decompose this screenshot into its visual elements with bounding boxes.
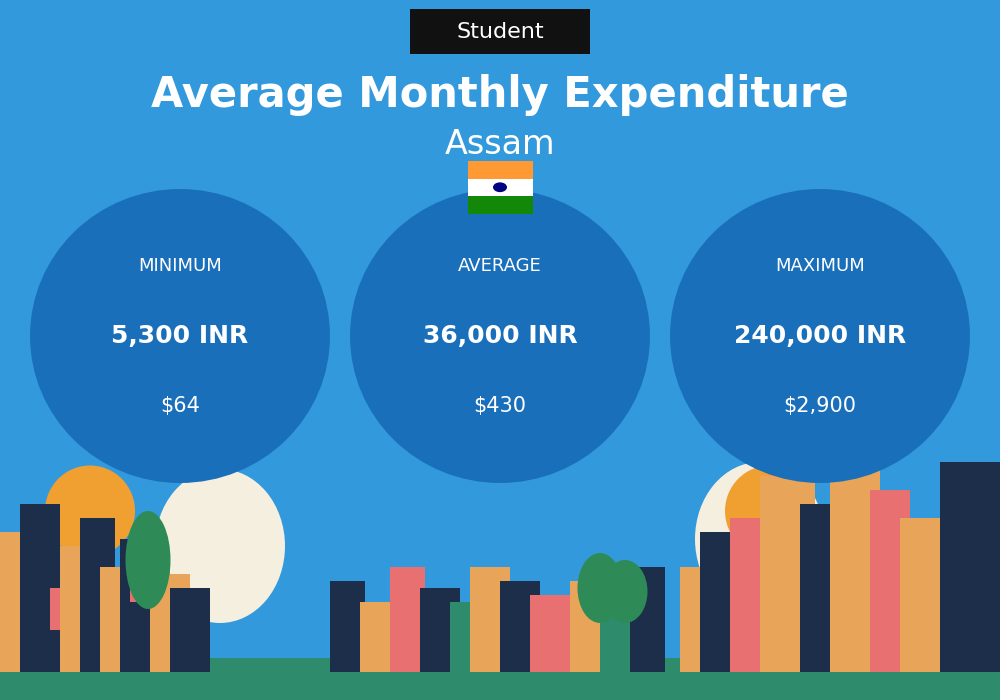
Bar	[390, 567, 425, 672]
Bar	[600, 595, 640, 672]
Bar	[330, 581, 365, 672]
Text: $64: $64	[160, 396, 200, 416]
Text: 240,000 INR: 240,000 INR	[734, 324, 906, 348]
Bar	[630, 567, 665, 672]
Bar	[530, 595, 570, 672]
Bar	[100, 567, 140, 672]
Bar	[900, 518, 955, 672]
Bar	[360, 602, 400, 672]
Ellipse shape	[578, 553, 622, 623]
Text: Assam: Assam	[445, 128, 555, 162]
Text: Average Monthly Expenditure: Average Monthly Expenditure	[151, 74, 849, 116]
Ellipse shape	[126, 511, 170, 609]
Bar	[20, 504, 60, 672]
Bar	[0, 532, 40, 672]
Bar	[60, 546, 100, 672]
Bar	[700, 532, 740, 672]
Text: $430: $430	[474, 396, 526, 416]
Text: 5,300 INR: 5,300 INR	[111, 324, 249, 348]
Text: MAXIMUM: MAXIMUM	[775, 257, 865, 275]
Ellipse shape	[350, 189, 650, 483]
Text: $2,900: $2,900	[784, 396, 856, 416]
Bar	[760, 476, 815, 672]
Bar	[170, 588, 210, 672]
Bar	[0, 658, 1000, 700]
FancyBboxPatch shape	[410, 8, 590, 55]
Bar	[800, 504, 840, 672]
Text: AVERAGE: AVERAGE	[458, 257, 542, 275]
Bar	[120, 539, 155, 672]
Text: MINIMUM: MINIMUM	[138, 257, 222, 275]
Bar	[468, 178, 532, 196]
Text: Student: Student	[456, 22, 544, 41]
Bar	[730, 518, 775, 672]
Ellipse shape	[695, 462, 825, 616]
Ellipse shape	[30, 189, 330, 483]
Bar	[130, 553, 170, 602]
Ellipse shape	[670, 189, 970, 483]
Bar	[870, 490, 910, 672]
Bar	[470, 567, 510, 672]
Text: 36,000 INR: 36,000 INR	[423, 324, 577, 348]
Bar	[450, 602, 485, 672]
Bar	[150, 574, 190, 672]
Bar	[468, 196, 532, 214]
Bar	[468, 161, 532, 178]
Ellipse shape	[45, 466, 135, 556]
Circle shape	[493, 183, 507, 193]
Bar	[570, 581, 605, 672]
Bar	[80, 518, 115, 672]
Bar	[940, 462, 1000, 672]
Ellipse shape	[602, 560, 648, 623]
Bar	[830, 462, 880, 672]
Bar	[50, 588, 75, 630]
Bar	[500, 581, 540, 672]
Bar	[420, 588, 460, 672]
Ellipse shape	[155, 469, 285, 623]
Bar	[680, 567, 720, 672]
Ellipse shape	[725, 466, 815, 556]
